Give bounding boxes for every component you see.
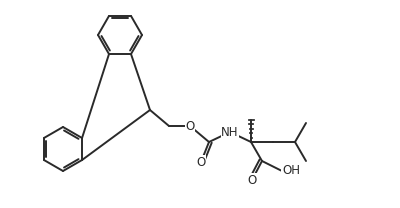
Text: O: O	[247, 173, 257, 187]
Text: OH: OH	[282, 165, 300, 177]
Text: O: O	[196, 156, 206, 168]
Text: O: O	[185, 120, 195, 132]
Text: NH: NH	[221, 125, 239, 139]
